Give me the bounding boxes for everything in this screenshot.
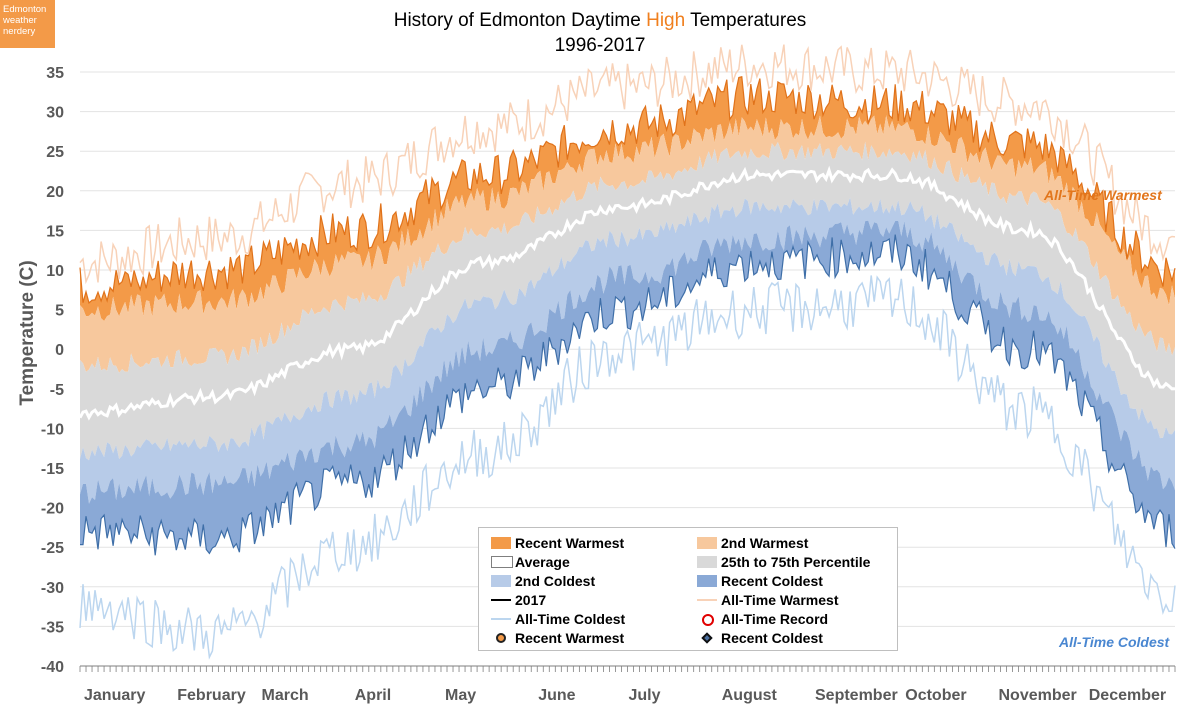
y-tick-label: 0 [55, 342, 64, 359]
axes: 35 30 25 20 15 10 5 0 -5 -10 -15 -20 -25 -30 -35 -40 Jan… [41, 65, 1176, 704]
second-coldest-band [80, 197, 1175, 504]
all-time-coldest-line [79, 275, 1176, 660]
chart-legend: Recent Warmest 2nd Warmest Average 25th to … [478, 527, 898, 651]
badge-line-3: nerdery [3, 26, 36, 37]
y-tick-label: 15 [46, 223, 64, 240]
recent-warmest-line [79, 76, 1176, 304]
all-time-warmest-annotation: All-Time Warmest [1044, 187, 1162, 203]
title-part-3: Temperatures [685, 10, 807, 31]
series-lines [78, 44, 1176, 660]
chart-subtitle: 1996-2017 [554, 35, 646, 56]
temperature-bands [80, 76, 1175, 556]
legend-label: All-Time Coldest [515, 611, 626, 627]
month-label: November [999, 687, 1077, 704]
legend-label: Recent Warmest [515, 535, 625, 551]
recent-coldest-line [80, 234, 1176, 556]
legend-label: All-Time Record [721, 611, 829, 627]
month-label: March [261, 687, 308, 704]
month-label: September [815, 687, 898, 704]
legend-label: 25th to 75th Percentile [721, 554, 871, 570]
recent-coldest-band [80, 220, 1175, 556]
title-highlight: High [646, 10, 686, 31]
y-tick-label: 30 [46, 105, 64, 122]
month-label: October [905, 687, 966, 704]
y-tick-label: -30 [41, 580, 64, 597]
percentile-band [80, 141, 1175, 461]
swatch-grey-icon [697, 556, 717, 568]
swatch-orange-icon [491, 537, 511, 549]
dot-orange-icon [496, 633, 506, 643]
legend-label: Recent Coldest [721, 630, 823, 646]
y-tick-label: 20 [46, 184, 64, 201]
month-label: February [177, 687, 246, 704]
legend-label: Recent Coldest [721, 573, 823, 589]
y-tick-label: -20 [41, 501, 64, 518]
month-label: June [538, 687, 575, 704]
legend-label: Average [515, 554, 570, 570]
badge-line-2: weather [3, 15, 37, 26]
month-label: August [722, 687, 778, 704]
swatch-blue-icon [697, 575, 717, 587]
swatch-light-orange-icon [697, 537, 717, 549]
second-warmest-band [80, 115, 1175, 373]
average-line [78, 165, 1176, 421]
swatch-white-box-icon [491, 556, 513, 568]
title-part-1: History of Edmonton Daytime [393, 10, 647, 31]
legend-label: 2017 [515, 592, 547, 608]
diamond-blue-icon [701, 632, 713, 644]
y-axis-label: Temperature (C) [17, 260, 38, 406]
line-black-icon [491, 599, 511, 601]
y-tick-label: -25 [41, 540, 64, 557]
y-tick-label: 25 [46, 144, 64, 161]
legend-label: 2nd Coldest [515, 573, 596, 589]
badge-line-1: Edmonton [3, 4, 47, 15]
y-tick-label: 5 [55, 303, 64, 320]
y-tick-label: 10 [46, 263, 64, 280]
month-label: April [355, 687, 391, 704]
month-label: May [445, 687, 476, 704]
legend-label: All-Time Warmest [721, 592, 839, 608]
y-tick-label: -40 [41, 659, 64, 676]
month-label: December [1089, 687, 1166, 704]
chart-title: History of Edmonton Daytime High Tempera… [0, 10, 1200, 32]
month-label: July [628, 687, 660, 704]
y-tick-label: -5 [50, 382, 64, 399]
legend-label: 2nd Warmest [721, 535, 809, 551]
y-tick-label: -35 [41, 619, 64, 636]
line-light-blue-icon [491, 618, 511, 620]
y-tick-label: 35 [46, 65, 64, 82]
ring-red-icon [702, 614, 714, 626]
edmonton-weather-nerdery-badge: Edmonton weather nerdery [0, 0, 55, 48]
legend-label: Recent Warmest [515, 630, 625, 646]
swatch-light-blue-icon [491, 575, 511, 587]
all-time-warmest-line [79, 44, 1176, 285]
all-time-coldest-annotation: All-Time Coldest [1059, 634, 1170, 650]
y-tick-label: -15 [41, 461, 64, 478]
line-light-orange-icon [697, 599, 717, 601]
y-tick-label: -10 [41, 421, 64, 438]
month-label: January [84, 687, 145, 704]
